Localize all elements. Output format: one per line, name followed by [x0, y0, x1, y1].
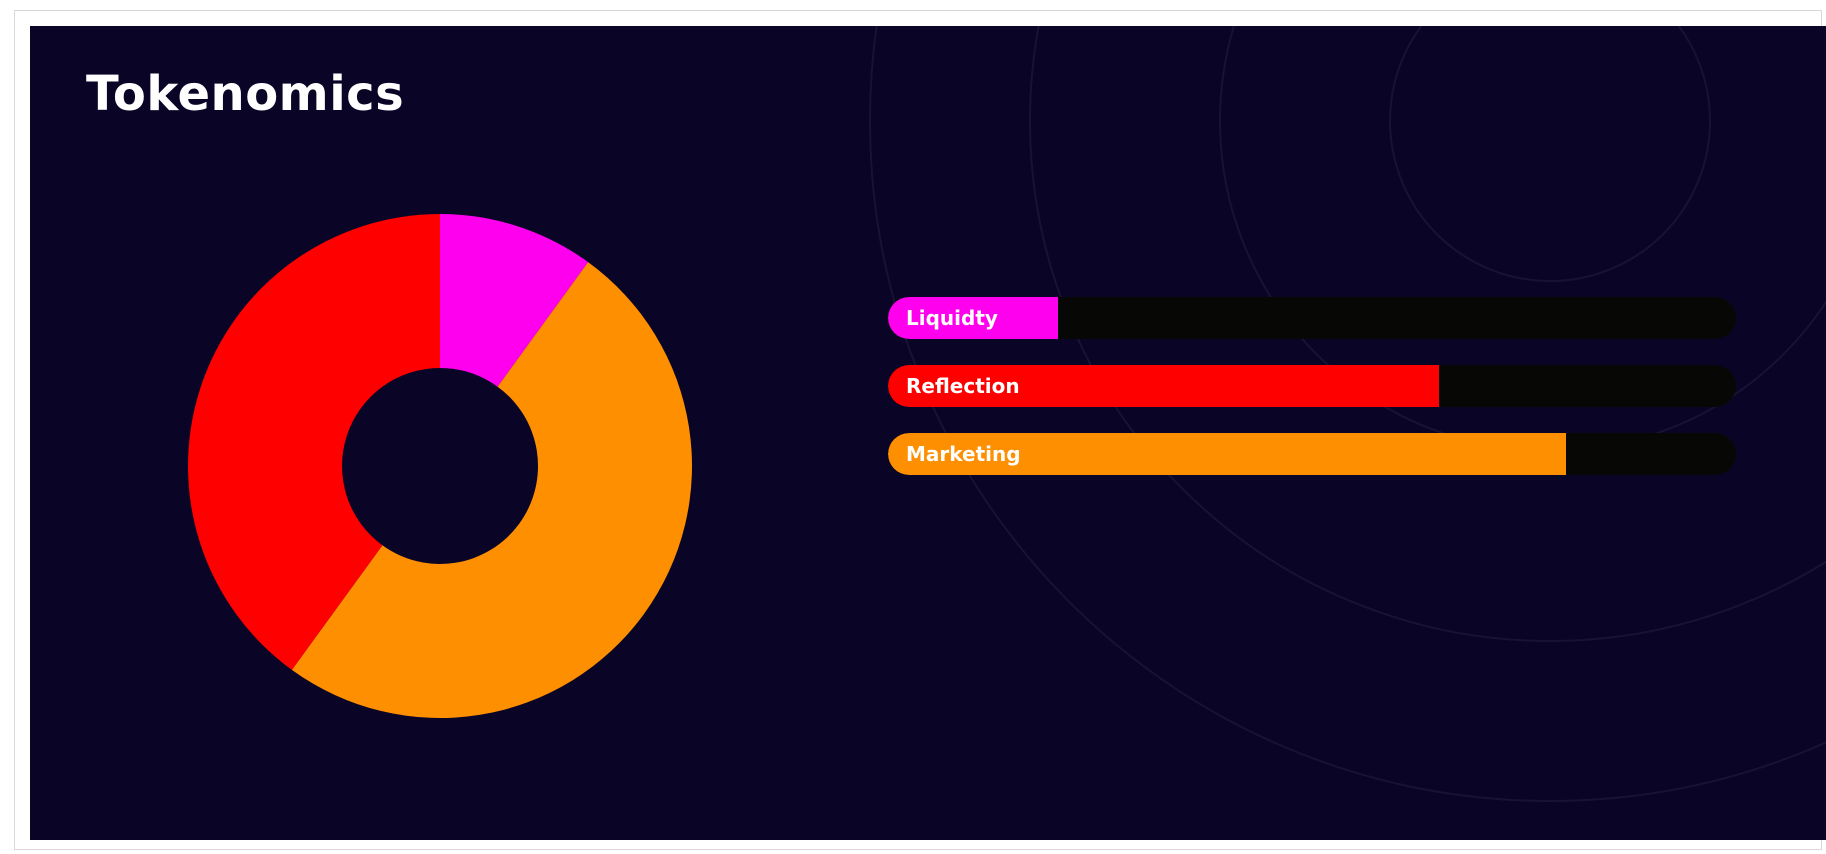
bar-row-marketing: Marketing [888, 433, 1736, 475]
section-title: Tokenomics [86, 66, 405, 122]
background-ring-1 [1389, 26, 1711, 282]
bar-row-liquidty: Liquidty [888, 297, 1736, 339]
donut-slice-marketing [291, 262, 693, 718]
tokenomics-bar-chart: Liquidty Reflection Marketing [888, 297, 1736, 501]
bar-fill-marketing [888, 433, 1567, 475]
bar-fill-reflection [888, 365, 1440, 407]
donut-slice-liquidty [440, 214, 589, 387]
bar-label-marketing: Marketing [906, 442, 1021, 466]
bar-label-reflection: Reflection [906, 374, 1020, 398]
bar-fill-liquidty [888, 297, 1058, 339]
tokenomics-donut-chart [187, 214, 693, 718]
bar-label-liquidty: Liquidty [906, 306, 998, 330]
donut-slice-reflection [187, 214, 440, 670]
bar-row-reflection: Reflection [888, 365, 1736, 407]
tokenomics-section: Tokenomics Liquidty Reflection Marketing [30, 26, 1826, 840]
